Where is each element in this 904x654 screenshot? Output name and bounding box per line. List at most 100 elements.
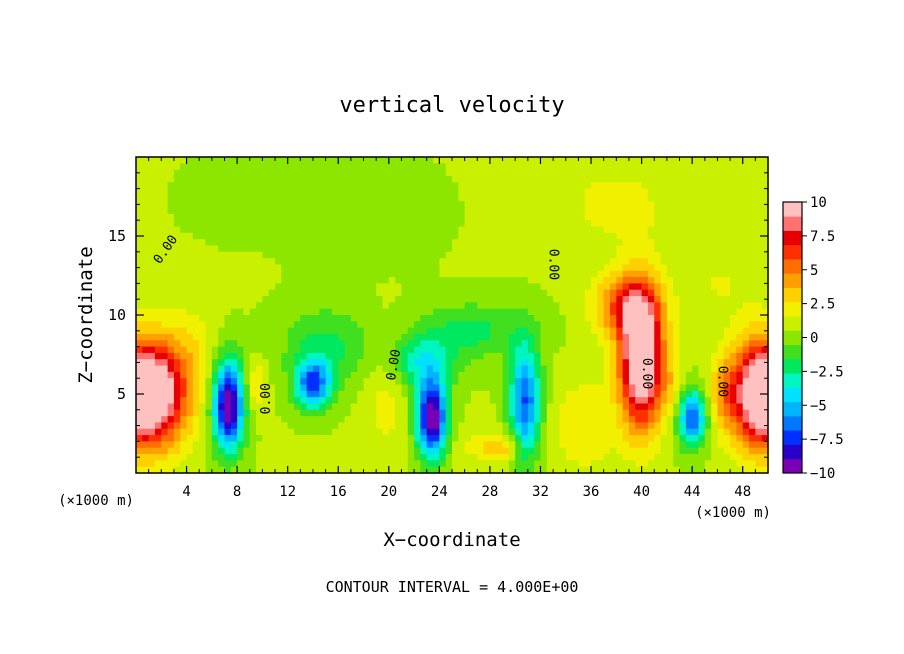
heatmap-cell	[395, 460, 403, 468]
heatmap-cell	[154, 460, 162, 468]
heatmap-cell	[199, 213, 207, 221]
heatmap-cell	[275, 359, 282, 367]
heatmap-cell	[148, 289, 156, 297]
heatmap-cell	[281, 239, 289, 247]
heatmap-cell	[591, 258, 598, 266]
heatmap-cell	[458, 264, 466, 272]
heatmap-cell	[597, 428, 605, 436]
heatmap-cell	[350, 258, 358, 266]
heatmap-cell	[584, 213, 592, 221]
heatmap-cell	[142, 296, 150, 303]
heatmap-cell	[584, 201, 592, 209]
heatmap-cell	[167, 302, 175, 310]
heatmap-cell	[603, 251, 611, 259]
heatmap-cell	[458, 270, 466, 278]
heatmap-cell	[325, 340, 333, 348]
heatmap-cell	[414, 333, 421, 341]
heatmap-cell	[628, 397, 636, 405]
heatmap-cell	[704, 226, 712, 234]
heatmap-cell	[237, 321, 245, 329]
heatmap-cell	[666, 302, 674, 310]
heatmap-cell	[515, 302, 523, 310]
heatmap-cell	[572, 207, 579, 215]
heatmap-cell	[578, 296, 586, 303]
heatmap-cell	[458, 403, 466, 411]
heatmap-cell	[628, 460, 636, 468]
heatmap-cell	[647, 397, 655, 405]
heatmap-cell	[439, 359, 447, 367]
heatmap-cell	[218, 201, 226, 209]
heatmap-cell	[433, 333, 440, 341]
heatmap-cell	[508, 283, 516, 291]
heatmap-cell	[331, 416, 339, 424]
heatmap-cell	[426, 466, 434, 474]
heatmap-cell	[521, 447, 529, 455]
heatmap-cell	[173, 194, 181, 202]
heatmap-cell	[344, 308, 352, 316]
heatmap-cell	[470, 403, 478, 411]
heatmap-cell	[641, 321, 649, 329]
heatmap-cell	[186, 283, 194, 291]
heatmap-cell	[382, 466, 390, 474]
heatmap-cell	[546, 220, 554, 228]
heatmap-cell	[256, 416, 263, 424]
heatmap-cell	[711, 460, 719, 468]
heatmap-cell	[281, 245, 289, 253]
heatmap-cell	[458, 182, 466, 190]
heatmap-cell	[534, 264, 542, 272]
heatmap-cell	[527, 201, 535, 209]
heatmap-cell	[458, 321, 466, 329]
heatmap-cell	[749, 308, 756, 316]
heatmap-cell	[420, 296, 428, 303]
heatmap-cell	[350, 251, 358, 259]
heatmap-cell	[584, 226, 592, 234]
heatmap-cell	[363, 460, 371, 468]
heatmap-cell	[610, 352, 617, 360]
heatmap-cell	[420, 302, 428, 310]
heatmap-cell	[180, 441, 188, 449]
heatmap-cell	[249, 163, 257, 171]
heatmap-cell	[300, 460, 308, 468]
heatmap-cell	[704, 460, 712, 468]
heatmap-cell	[300, 308, 308, 316]
heatmap-cell	[749, 163, 756, 171]
heatmap-cell	[294, 277, 301, 284]
heatmap-cell	[508, 182, 516, 190]
heatmap-cell	[136, 340, 143, 348]
heatmap-cell	[749, 321, 756, 329]
heatmap-cell	[622, 194, 630, 202]
heatmap-cell	[458, 188, 466, 196]
heatmap-cell	[679, 466, 687, 474]
heatmap-cell	[439, 264, 447, 272]
heatmap-cell	[534, 232, 542, 240]
heatmap-cell	[635, 365, 643, 373]
heatmap-cell	[553, 258, 561, 266]
heatmap-cell	[755, 226, 763, 234]
heatmap-cell	[382, 169, 390, 177]
heatmap-cell	[622, 251, 630, 259]
heatmap-cell	[136, 409, 143, 417]
heatmap-cell	[755, 194, 763, 202]
heatmap-cell	[603, 169, 611, 177]
heatmap-cell	[167, 169, 175, 177]
heatmap-cell	[294, 447, 301, 455]
heatmap-cell	[154, 454, 162, 461]
heatmap-cell	[433, 270, 440, 278]
heatmap-cell	[508, 245, 516, 253]
heatmap-cell	[717, 289, 725, 297]
heatmap-cell	[154, 226, 162, 234]
heatmap-cell	[205, 289, 213, 297]
heatmap-cell	[673, 169, 681, 177]
heatmap-cell	[616, 302, 624, 310]
heatmap-cell	[628, 169, 636, 177]
heatmap-cell	[584, 333, 592, 341]
heatmap-cell	[376, 416, 384, 424]
heatmap-cell	[142, 466, 150, 474]
heatmap-cell	[426, 315, 434, 322]
heatmap-cell	[180, 422, 188, 430]
heatmap-cell	[142, 251, 150, 259]
heatmap-cell	[502, 264, 510, 272]
heatmap-cell	[312, 207, 320, 215]
heatmap-cell	[736, 333, 744, 341]
heatmap-cell	[464, 201, 472, 209]
